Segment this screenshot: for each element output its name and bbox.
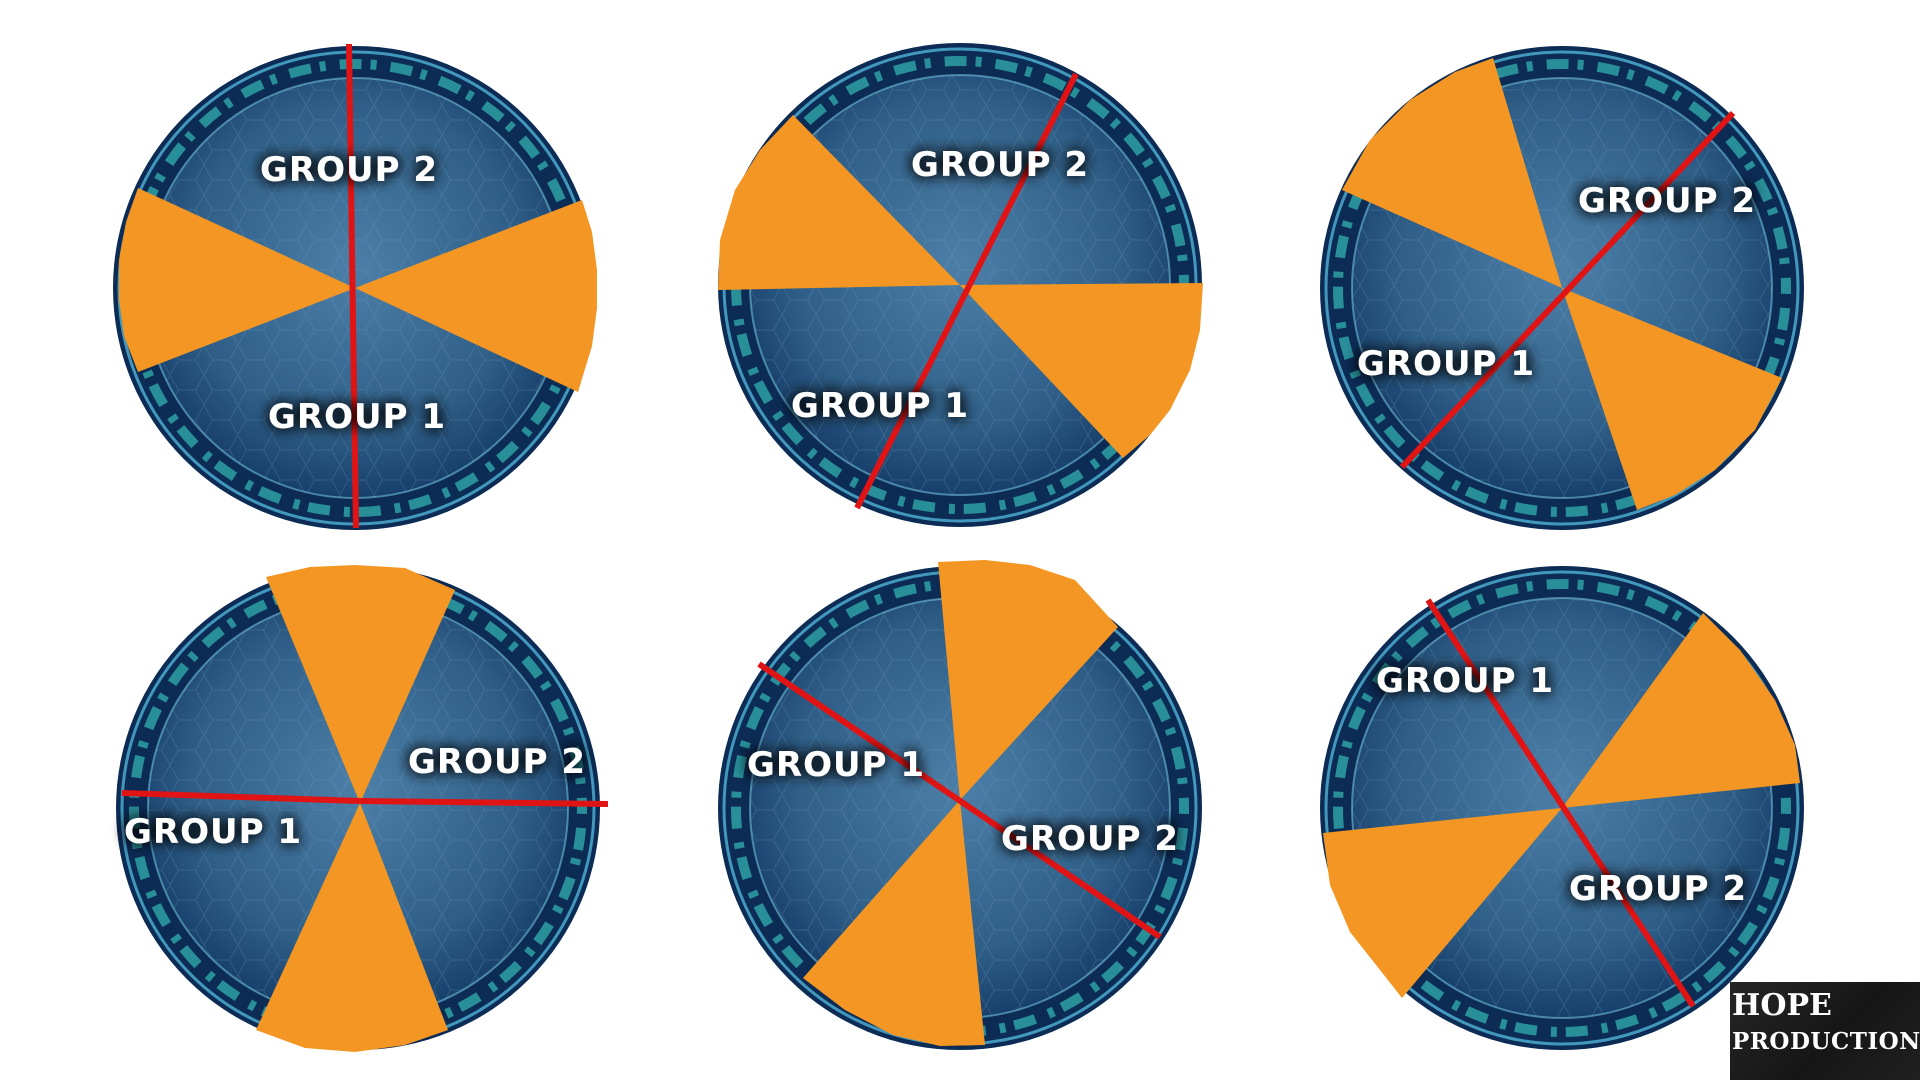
- watermark-line-2: PRODUCTIONS: [1732, 1028, 1920, 1055]
- arena-4-divider-left: [121, 790, 361, 804]
- arena-2-group-2-label: GROUP 2: [911, 145, 1089, 185]
- arena-5-divider: [757, 661, 1162, 940]
- arena-1-divider: [346, 43, 359, 529]
- arena-3-divider: [1399, 110, 1736, 470]
- arena-6-wedge-upper: [1562, 613, 1800, 808]
- arena-3-wedge-upper: [1342, 58, 1562, 288]
- arena-6: GROUP 1 GROUP 2: [1320, 566, 1804, 1050]
- arena-6-divider: [1425, 598, 1696, 1008]
- arena-5-wedge-bottom: [803, 800, 985, 1046]
- arena-3: GROUP 2 GROUP 1: [1320, 46, 1804, 530]
- arena-2-group-1-label: GROUP 1: [791, 386, 969, 426]
- arena-2: GROUP 2 GROUP 1: [718, 43, 1203, 527]
- arena-1-wedge-right: [355, 200, 597, 392]
- arena-3-group-2-label: GROUP 2: [1578, 181, 1756, 221]
- arena-2-wedge-left: [718, 115, 960, 290]
- arena-2-divider: [854, 72, 1079, 510]
- arena-4-wedge-top: [266, 565, 455, 803]
- arena-4-wedge-bottom: [256, 803, 448, 1052]
- arena-4-group-2-label: GROUP 2: [408, 742, 586, 782]
- arena-4: GROUP 2 GROUP 1: [116, 565, 609, 1052]
- arena-2-wedge-right: [960, 283, 1203, 458]
- arena-1-group-1-label: GROUP 1: [268, 397, 446, 437]
- arena-1: GROUP 2 GROUP 1: [113, 43, 597, 530]
- watermark-logo: HOPE PRODUCTIONS: [1730, 982, 1920, 1080]
- arena-4-group-1-label: GROUP 1: [124, 812, 302, 852]
- arena-5-group-2-label: GROUP 2: [1001, 819, 1179, 859]
- arena-3-wedge-lower: [1562, 288, 1782, 510]
- arena-1-wedge-left: [119, 188, 355, 372]
- arena-1-group-2-label: GROUP 2: [260, 150, 438, 190]
- arena-5-wedge-top: [938, 560, 1118, 800]
- arena-6-group-2-label: GROUP 2: [1569, 869, 1747, 909]
- arena-6-wedge-lower: [1323, 808, 1562, 998]
- arena-6-group-1-label: GROUP 1: [1376, 661, 1554, 701]
- arena-5-group-1-label: GROUP 1: [747, 745, 925, 785]
- arena-4-divider-right: [359, 798, 609, 807]
- arena-5: GROUP 1 GROUP 2: [718, 560, 1202, 1050]
- arena-3-group-1-label: GROUP 1: [1357, 344, 1535, 384]
- watermark-line-1: HOPE: [1732, 988, 1832, 1023]
